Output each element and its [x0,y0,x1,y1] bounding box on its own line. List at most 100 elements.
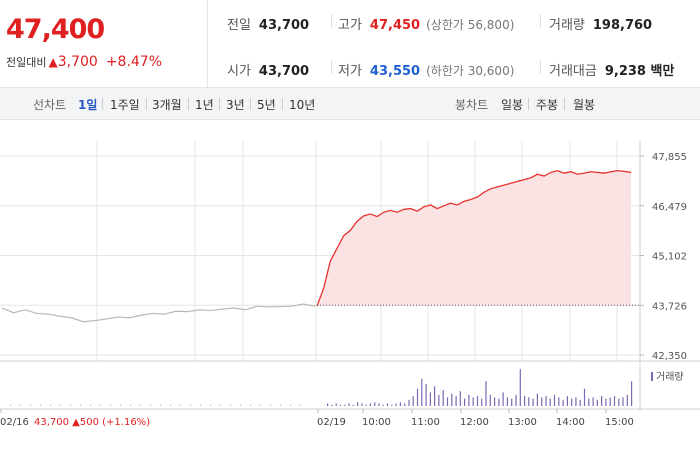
volume-bar [596,399,598,406]
volume-bar [592,397,594,406]
tab-1week[interactable]: 1주일 [110,98,140,112]
volume-bar [626,394,628,406]
up-arrow-icon: ▲ [48,55,58,69]
stat-high: 고가 47,450 (상한가 56,800) [338,18,515,33]
price-chart-svg: 47,855 46,479 45,102 43,726 42,350 거래량 02/16… [0,141,700,428]
stat-open: 시가 43,700 [227,64,310,79]
volume-bar [459,391,461,406]
volume-bar [524,396,526,406]
volume-bar [541,397,543,406]
volume-bar-prev [230,404,231,406]
volume-bar [438,394,440,406]
tab-3month[interactable]: 3개월 [152,98,182,112]
volume-bar [399,402,401,406]
quote-stats: 전일 43,700 고가 47,450 (상한가 56,800) 거래량 198,760… [209,0,700,88]
volume-bar-prev [260,404,261,406]
volume-bar-prev [180,404,181,406]
volume-bar [344,404,346,406]
y-tick-label: 47,855 [652,152,687,163]
volume-bar [357,402,359,406]
volume-bar [408,399,410,406]
x-tick-label: 02/19 [317,417,346,428]
volume-bar [515,394,517,406]
volume-bar [404,403,406,406]
tab-5year[interactable]: 5년 [257,98,276,112]
today-price-line [316,169,632,307]
volume-bar-prev [110,404,111,406]
tab-monthly-candle[interactable]: 월봉 [573,98,596,112]
volume-bar [562,399,564,406]
volume-bar-prev [160,404,161,406]
volume-bar [339,404,341,406]
volume-bar [386,403,389,406]
volume-bar [566,396,568,406]
prev-day-summary: 43,700 ▲500 (+1.16%) [34,417,150,428]
volume-bar [481,398,483,406]
volume-bar [361,403,363,406]
tab-1day[interactable]: 1일 [78,98,98,112]
tab-1year[interactable]: 1년 [195,98,214,112]
volume-bar-prev [200,404,201,406]
volume-bar [369,403,371,406]
volume-bar [519,369,521,406]
volume-bar [425,383,427,406]
volume-bar [622,397,624,406]
volume-bar [579,399,581,406]
volume-bar [476,396,479,406]
volume-bar [429,392,431,406]
x-tick-label: 12:00 [460,417,489,428]
volume-bar [553,394,556,406]
volume-bar [605,398,607,406]
y-tick-label: 42,350 [652,351,687,362]
volume-bar [583,388,586,406]
volume-bar-prev [120,404,121,406]
prev-day-price-line [1,303,316,323]
volume-bar-prev [10,404,11,406]
volume-bar-prev [130,404,131,406]
volume-bar-prev [80,404,81,406]
volume-bar-prev [50,404,51,406]
tab-3year[interactable]: 3년 [226,98,245,112]
volume-bar [468,394,470,406]
volume-bar-prev [210,404,211,406]
volume-bar [455,396,457,406]
volume-bar [374,402,376,406]
stat-prev-close: 전일 43,700 [227,18,310,33]
volume-bar [352,404,354,406]
volume-legend-swatch [651,372,653,381]
volume-bar [446,397,449,406]
x-tick-label: 13:00 [508,417,537,428]
volume-bar [412,396,414,406]
volume-bar [485,381,487,406]
volume-bar [489,394,491,406]
volume-bar-prev [40,404,41,406]
volume-bar-prev [220,404,221,406]
x-tick-label: 10:00 [362,417,391,428]
stat-trade-amount: 거래대금 9,238 백만 [549,64,675,79]
volume-bar [472,397,474,406]
volume-bar [609,397,611,406]
volume-bar [451,393,453,406]
volume-bar-prev [70,404,71,406]
today-price-area [317,170,631,307]
stat-low: 저가 43,550 (하한가 30,600) [338,64,515,79]
volume-bar [536,393,538,406]
volume-bar [498,398,500,406]
volume-bar-prev [250,404,251,406]
stat-volume: 거래량 198,760 [549,18,653,33]
x-tick-label: 02/16 [0,417,29,428]
tab-10year[interactable]: 10년 [289,98,316,112]
volume-bar [588,398,590,406]
volume-bar-prev [150,404,151,406]
tab-weekly-candle[interactable]: 주봉 [536,98,559,112]
candle-chart-label: 봉차트 [455,98,489,112]
volume-bar [494,397,496,406]
volume-bar [532,398,534,406]
tab-daily-candle[interactable]: 일봉 [501,98,524,112]
volume-bar [631,381,633,406]
chart-tab-bar: 선차트 1일 1주일 3개월 1년 3년 5년 10년 봉차트 일봉 주봉 월봉 [0,88,700,120]
volume-bar [618,398,620,406]
price-box: 47,400 전일대비 ▲3,700 +8.47% [0,0,208,88]
volume-bar [575,397,577,406]
volume-bar [558,397,560,406]
